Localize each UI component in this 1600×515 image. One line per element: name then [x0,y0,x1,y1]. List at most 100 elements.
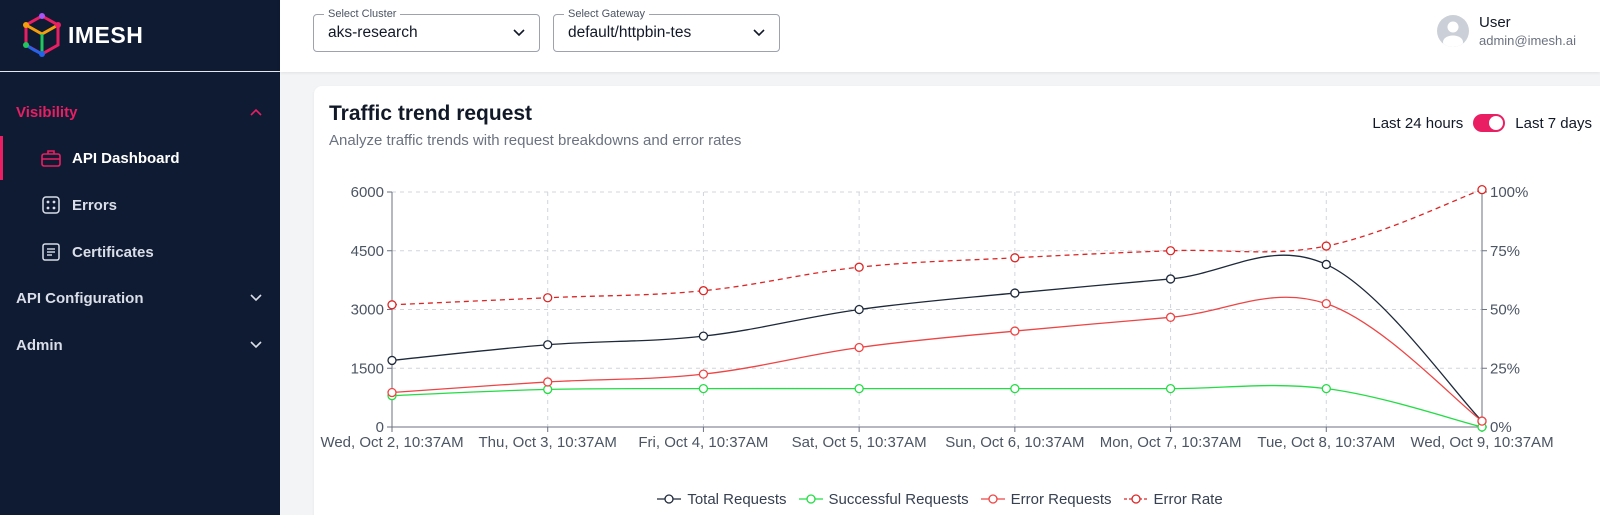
data-point-error-rate [387,300,397,310]
data-point-successful-requests [698,383,709,394]
active-indicator [0,136,3,180]
data-point-total-requests [1165,274,1176,284]
toggle-right-label: Last 7 days [1515,114,1592,132]
sidebar-item-label: Errors [72,196,118,214]
nav-section-label: Admin [16,336,63,354]
data-point-total-requests [854,304,864,315]
sidebar-item-api-dashboard[interactable]: API Dashboard [0,136,280,180]
y-right-tick-label: 75% [1490,243,1520,260]
data-point-error-requests [387,387,397,398]
legend-marker-icon [1123,494,1148,504]
toggle-knob [1489,116,1504,130]
x-tick-label: Fri, Oct 4, 10:37AM [638,434,768,451]
time-range-toggle[interactable] [1473,114,1506,132]
x-tick-label: Sat, Oct 5, 10:37AM [792,434,927,451]
data-point-error-rate [1321,241,1331,251]
data-point-error-rate [543,293,553,303]
data-point-error-rate [854,262,864,272]
data-point-total-requests [1321,259,1331,270]
gateway-select-value: default/httpbin-tes [568,24,692,41]
dice-icon [40,194,62,216]
chevron-down-icon [250,294,262,302]
y-right-tick-label: 0% [1490,419,1512,436]
legend-item-successful-requests[interactable]: Successful Requests [798,488,969,510]
sidebar-item-errors[interactable]: Errors [0,183,280,227]
x-tick-label: Wed, Oct 9, 10:37AM [1410,434,1553,451]
y-left-tick-label: 6000 [351,184,384,201]
data-point-error-rate [1165,246,1176,256]
data-point-error-requests [698,369,709,379]
sidebar-item-label: Certificates [72,243,154,261]
legend-label: Total Requests [687,490,787,508]
nav-section-label: Visibility [16,103,78,121]
nav-section-admin[interactable]: Admin [0,325,280,365]
topbar: Select Cluster aks-research Select Gatew… [280,0,1600,72]
data-point-error-requests [1477,416,1487,426]
data-point-total-requests [387,355,397,366]
y-right-tick-label: 50% [1490,302,1520,319]
logo-area[interactable]: IMESH [0,0,280,72]
data-point-error-requests [854,342,864,353]
chart-legend: Total Requests Successful Requests Error R… [0,488,1600,510]
cluster-select-value: aks-research [328,24,418,41]
x-tick-label: Sun, Oct 6, 10:37AM [945,434,1084,451]
y-left-tick-label: 1500 [351,360,384,377]
card-subtitle: Analyze traffic trends with request brea… [329,132,742,149]
cluster-select-label: Select Cluster [324,8,401,20]
x-tick-label: Mon, Oct 7, 10:37AM [1100,434,1242,451]
user-menu[interactable]: User admin@imesh.ai [1436,14,1576,48]
x-tick-label: Thu, Oct 3, 10:37AM [479,434,617,451]
sidebar-item-label: API Dashboard [72,149,180,167]
data-point-total-requests [698,331,709,341]
traffic-trend-chart: 0 1500 3000 4500 6000 0% 25% 50% 75% 100% Wed, Oct… [320,184,1553,451]
gateway-select[interactable]: Select Gateway default/httpbin-tes [553,8,780,52]
data-point-successful-requests [1010,383,1020,394]
nav-section-api-configuration[interactable]: API Configuration [0,278,280,318]
gateway-select-label: Select Gateway [564,8,650,20]
series-line-error-requests [391,296,1483,422]
nav-section-label: API Configuration [16,289,144,307]
chevron-up-icon [250,108,262,116]
card-title: Traffic trend request [329,102,533,125]
legend-label: Successful Requests [828,490,969,508]
legend-item-error-requests[interactable]: Error Requests [980,488,1112,510]
y-left-tick-label: 4500 [351,243,384,260]
series-line-error-rate [391,189,1483,306]
time-range-toggle-group: Last 24 hours Last 7 days [1372,114,1592,132]
toggle-left-label: Last 24 hours [1372,114,1464,132]
y-left-tick-label: 0 [376,419,384,436]
data-point-total-requests [1010,288,1020,298]
certificate-icon [40,241,62,263]
y-right-tick-label: 100% [1490,184,1528,201]
chevron-down-icon [753,29,765,37]
legend-marker-icon [980,494,1005,504]
data-point-error-requests [1321,298,1331,309]
data-point-error-rate [698,286,709,296]
user-name: User [1478,14,1511,31]
briefcase-icon [40,147,62,169]
data-point-successful-requests [1321,383,1331,394]
series-line-successful-requests [391,384,1483,428]
data-point-error-requests [1165,312,1176,322]
user-email: admin@imesh.ai [1478,33,1576,48]
chevron-down-icon [250,341,262,349]
legend-label: Error Requests [1010,490,1112,508]
data-point-error-requests [543,377,553,387]
nav-section-visibility[interactable]: Visibility [0,92,280,132]
sidebar-item-certificates[interactable]: Certificates [0,230,280,274]
data-point-error-requests [1010,326,1020,336]
chevron-down-icon [513,29,525,37]
data-point-error-rate [1010,253,1020,263]
imesh-logo-icon [23,12,61,57]
legend-item-error-rate[interactable]: Error Rate [1123,488,1223,510]
app-name: IMESH [68,22,144,48]
data-point-successful-requests [1165,383,1176,394]
avatar [1436,15,1469,47]
data-point-error-rate [1477,184,1487,195]
legend-marker-icon [657,494,682,504]
data-point-successful-requests [854,383,864,394]
cluster-select[interactable]: Select Cluster aks-research [313,8,540,52]
y-left-tick-label: 3000 [351,302,384,319]
legend-item-total-requests[interactable]: Total Requests [657,488,787,510]
x-tick-label: Tue, Oct 8, 10:37AM [1257,434,1395,451]
